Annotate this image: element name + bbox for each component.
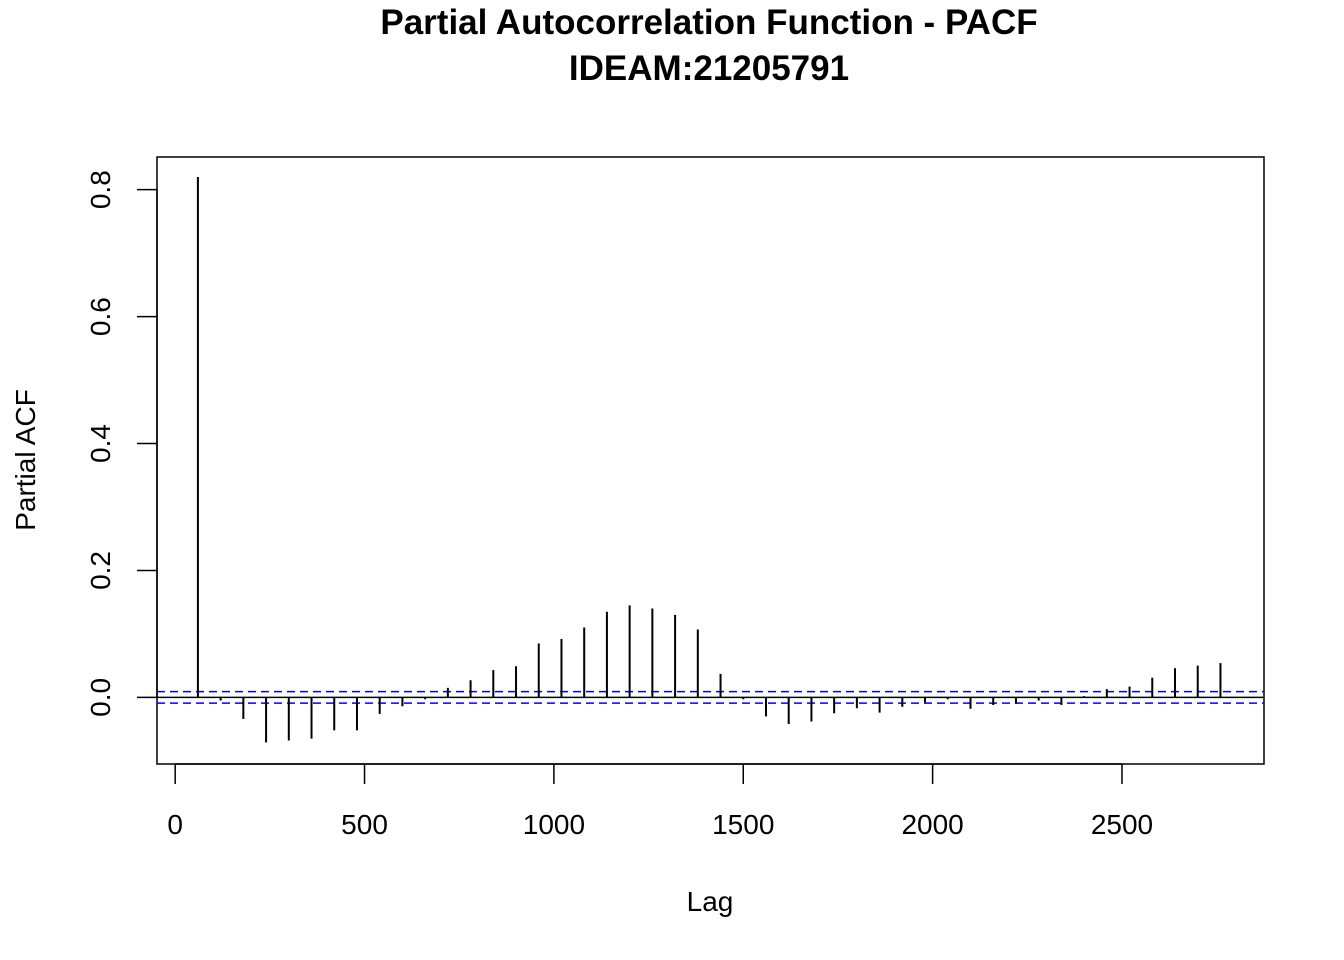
chart-title: Partial Autocorrelation Function - PACF bbox=[380, 3, 1037, 42]
x-tick-label: 2500 bbox=[1091, 809, 1153, 840]
y-tick-label: 0.4 bbox=[85, 424, 116, 463]
y-axis-label: Partial ACF bbox=[10, 389, 41, 531]
y-tick-label: 0.2 bbox=[85, 551, 116, 590]
y-tick-label: 0.6 bbox=[85, 297, 116, 336]
y-tick-label: 0.0 bbox=[85, 678, 116, 717]
x-tick-label: 2000 bbox=[901, 809, 963, 840]
x-tick-label: 1500 bbox=[712, 809, 774, 840]
pacf-spikes bbox=[196, 176, 1222, 743]
x-axis-label: Lag bbox=[687, 886, 734, 917]
x-tick-label: 1000 bbox=[523, 809, 585, 840]
x-tick-label: 0 bbox=[167, 809, 183, 840]
chart-subtitle: IDEAM:21205791 bbox=[569, 49, 849, 88]
x-axis: 0 500 1000 1500 2000 2500 bbox=[167, 763, 1153, 840]
x-tick-label: 500 bbox=[341, 809, 388, 840]
plot-frame bbox=[156, 156, 1265, 765]
y-axis: 0.0 0.2 0.4 0.6 0.8 bbox=[85, 170, 158, 717]
y-tick-label: 0.8 bbox=[85, 170, 116, 209]
